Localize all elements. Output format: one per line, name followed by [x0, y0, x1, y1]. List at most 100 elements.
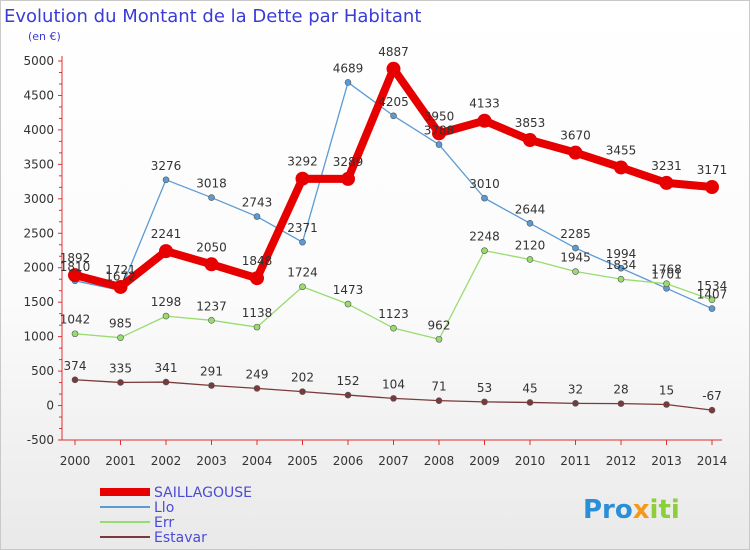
data-label: 4887 [378, 45, 409, 59]
data-point [708, 296, 716, 304]
data-point [344, 391, 352, 399]
x-tick-label: 2002 [151, 454, 182, 468]
data-label: 1138 [242, 306, 273, 320]
data-point [617, 400, 625, 407]
y-tick-label: 3000 [23, 192, 54, 206]
data-label: 962 [428, 318, 451, 332]
proxiti-logo: Proxiti [583, 495, 680, 525]
data-point [663, 280, 670, 288]
data-point [159, 244, 173, 259]
data-point [477, 113, 492, 128]
chart-subtitle: (en €) [28, 30, 61, 43]
data-label: 1810 [60, 260, 91, 274]
data-label: 3670 [560, 129, 591, 143]
data-point [208, 194, 215, 201]
data-label: 1834 [606, 258, 637, 272]
x-tick-label: 2005 [287, 454, 318, 468]
data-point [614, 160, 628, 175]
series-llo [71, 79, 716, 312]
data-point [162, 176, 170, 184]
x-tick-label: 2003 [196, 454, 227, 468]
x-tick-label: 2006 [333, 454, 364, 468]
data-label: 1407 [697, 288, 728, 302]
data-label: 53 [477, 381, 492, 395]
x-tick-label: 2010 [515, 454, 546, 468]
data-point [659, 175, 674, 190]
data-label: 3788 [424, 124, 455, 138]
data-label: 1672 [105, 269, 136, 283]
data-label: 3455 [606, 143, 637, 157]
data-label: 45 [522, 381, 537, 395]
data-label: 2120 [515, 238, 546, 252]
data-point [568, 145, 583, 160]
data-point [435, 141, 443, 148]
data-label: 1473 [333, 283, 364, 297]
data-point [390, 395, 397, 402]
data-point [162, 378, 170, 386]
data-label: 15 [659, 384, 674, 398]
data-label: 335 [109, 361, 132, 375]
axes: 5000450040003500300025002000150010005000… [23, 54, 727, 468]
data-label: 3289 [333, 155, 364, 169]
series-saillagouse [68, 61, 719, 294]
data-point [71, 330, 79, 338]
data-point [572, 244, 579, 252]
data-label: 1768 [651, 263, 682, 277]
y-tick-label: 5000 [23, 54, 54, 68]
data-point [299, 283, 306, 291]
data-label: 291 [200, 364, 223, 378]
data-label: 4205 [378, 95, 409, 109]
data-label: 2644 [515, 202, 546, 216]
data-label: 1123 [378, 307, 409, 321]
data-label: 4689 [333, 61, 364, 75]
data-label: 2248 [469, 230, 500, 244]
data-point [71, 376, 79, 384]
y-tick-label: 1500 [23, 295, 54, 309]
x-tick-label: 2004 [242, 454, 273, 468]
data-label: 3292 [287, 155, 318, 169]
data-point [572, 268, 579, 275]
data-point [253, 323, 261, 331]
data-point [390, 112, 397, 120]
data-point [481, 247, 488, 254]
data-label: -67 [702, 389, 722, 403]
data-labels-group: 1810 1672 3276 3018 2743 2371 4689 4205 3788 3010… [60, 45, 728, 403]
data-label: 1237 [196, 299, 227, 313]
data-label: 3231 [651, 159, 682, 173]
data-point [526, 220, 534, 227]
data-label: 3018 [196, 177, 227, 191]
y-tick-label: 4500 [23, 88, 54, 102]
data-point [68, 268, 82, 283]
data-point [526, 399, 534, 406]
data-point [253, 385, 261, 392]
data-point [526, 256, 534, 263]
data-point [617, 275, 625, 283]
data-label: 3010 [469, 177, 500, 191]
x-tick-label: 2011 [560, 454, 591, 468]
data-label: 3276 [151, 159, 182, 173]
logo-text: Proxiti [583, 495, 680, 525]
chart-title: Evolution du Montant de la Dette par Hab… [4, 6, 421, 27]
y-tick-label: 4000 [23, 123, 54, 137]
x-tick-label: 2014 [697, 454, 728, 468]
data-point [253, 213, 261, 220]
data-label: 152 [337, 374, 360, 388]
series-err [71, 247, 716, 343]
y-tick-label: 3500 [23, 157, 54, 171]
x-tick-label: 2001 [105, 454, 136, 468]
data-point [705, 180, 719, 195]
data-label: 4133 [469, 97, 500, 111]
x-tick-label: 2009 [469, 454, 500, 468]
data-point [617, 264, 625, 272]
data-point [250, 271, 264, 286]
data-point [295, 171, 310, 186]
data-label: 1298 [151, 295, 182, 309]
data-label: 1994 [606, 247, 637, 261]
y-tick-label: 2500 [23, 226, 54, 240]
data-point [435, 335, 443, 343]
data-label: 104 [382, 377, 405, 391]
data-point [572, 400, 579, 407]
